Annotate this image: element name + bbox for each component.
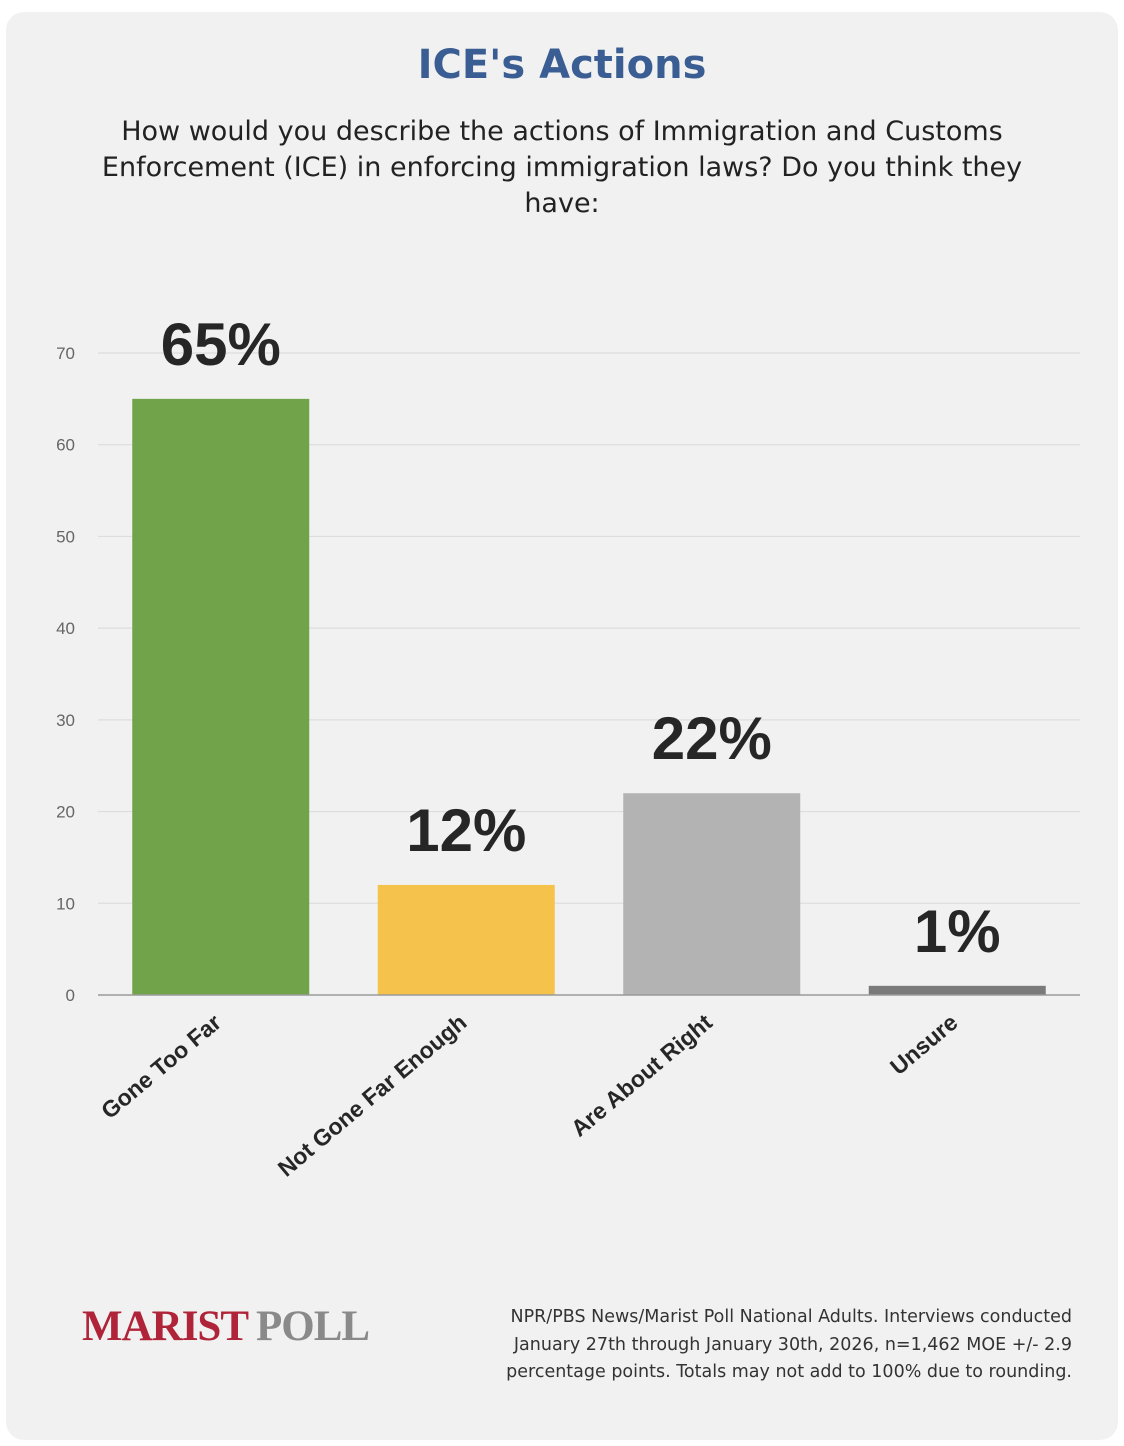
bar: [623, 793, 801, 995]
bar: [132, 398, 310, 995]
y-tick-label: 50: [56, 527, 75, 546]
y-tick-label: 40: [56, 619, 75, 638]
chart-title: ICE's Actions: [417, 42, 707, 88]
x-tick-label: Unsure: [885, 1009, 962, 1080]
data-label: 1%: [914, 898, 1001, 965]
logo-marist-text: MARIST: [82, 1303, 249, 1350]
chart-subtitle: How would you describe the actions of Im…: [101, 116, 1023, 219]
y-tick-label: 70: [56, 344, 75, 363]
y-tick-label: 60: [56, 436, 75, 455]
data-label: 12%: [406, 797, 526, 864]
y-tick-label: 10: [56, 894, 75, 913]
bar: [868, 985, 1046, 995]
marist-poll-logo: MARIST POLL: [82, 1302, 370, 1352]
bar: [377, 884, 555, 995]
source-footnote: NPR/PBS News/Marist Poll National Adults…: [506, 1307, 1072, 1382]
y-tick-label: 0: [66, 986, 75, 1005]
data-label: 65%: [161, 311, 281, 378]
y-tick-label: 20: [56, 803, 75, 822]
x-tick-label: Are About Right: [566, 1009, 717, 1142]
x-tick-label: Gone Too Far: [96, 1009, 226, 1124]
y-tick-label: 30: [56, 711, 75, 730]
x-tick-label: Not Gone Far Enough: [273, 1009, 472, 1182]
logo-poll-text: POLL: [256, 1303, 370, 1350]
data-label: 22%: [652, 705, 772, 772]
